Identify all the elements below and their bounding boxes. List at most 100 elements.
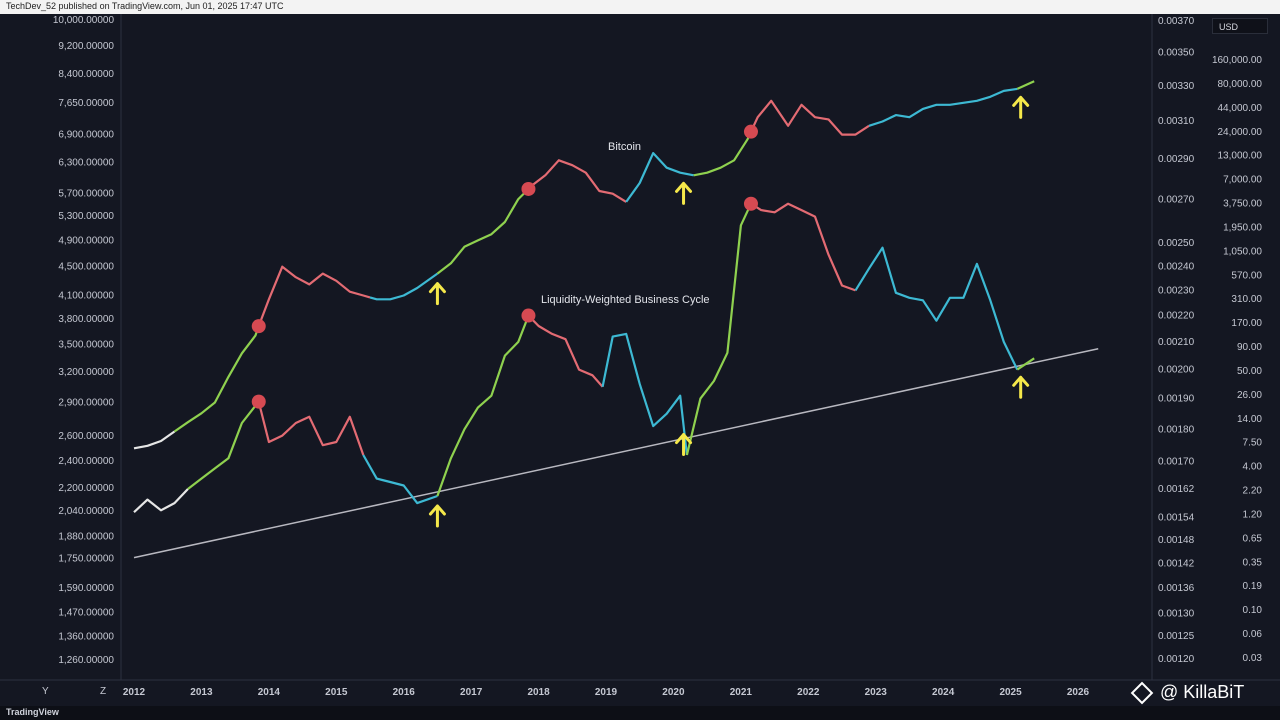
currency-selector[interactable]: USD [1212, 18, 1268, 34]
right-axis-tick: 0.00330 [1158, 81, 1195, 92]
far-right-axis-tick: 26.00 [1237, 390, 1262, 401]
x-axis-tick: 2023 [865, 687, 888, 698]
far-right-axis-tick: 1,950.00 [1223, 222, 1262, 233]
far-right-axis-tick: 0.06 [1243, 629, 1263, 640]
peak-marker [251, 394, 266, 409]
left-axis-tick: 1,880.00000 [58, 531, 114, 542]
publisher-bar: TechDev_52 published on TradingView.com,… [0, 0, 1280, 14]
left-axis-tick: 1,360.00000 [58, 631, 114, 642]
left-axis-tick: 4,100.00000 [58, 290, 114, 301]
right-axis-tick: 0.00130 [1158, 609, 1195, 620]
series-0-segment-pre [133, 430, 176, 450]
far-right-axis-tick: 4.00 [1243, 462, 1263, 473]
left-axis-ticks: 10,000.00000 9,200.00000 8,400.00000 7,650.… [53, 15, 115, 666]
left-axis-tick: 2,200.00000 [58, 483, 114, 494]
right-axis-tick: 0.00190 [1158, 394, 1195, 405]
left-axis-tick: 7,650.00000 [58, 98, 114, 109]
far-right-axis-tick: 13,000.00 [1218, 151, 1263, 162]
far-right-axis-tick: 3,750.00 [1223, 199, 1262, 210]
series-1-segment-up [436, 315, 530, 497]
far-right-axis-tick: 0.10 [1243, 605, 1263, 616]
x-axis-tick: 2024 [932, 687, 955, 698]
right-axis-tick: 0.00125 [1158, 631, 1195, 642]
far-right-axis-tick: 1.20 [1243, 509, 1263, 520]
series-0-segment-down [527, 159, 627, 203]
x-axis-tick: 2018 [527, 687, 550, 698]
x-axis-tick: 2012 [123, 687, 146, 698]
series-0-segment-neutral [625, 152, 694, 203]
chart-area[interactable]: 10,000.00000 9,200.00000 8,400.00000 7,650.… [0, 14, 1280, 706]
buy-arrow-icon [1012, 95, 1030, 119]
far-right-axis-tick: 0.35 [1243, 557, 1263, 568]
support-trendline [133, 347, 1099, 559]
x-axis-tick: 2013 [190, 687, 213, 698]
peak-marker [743, 124, 758, 139]
far-right-axis-tick: 24,000.00 [1218, 127, 1263, 138]
far-right-axis-tick: 44,000.00 [1218, 103, 1263, 114]
right-axis-tick: 0.00220 [1158, 311, 1195, 322]
z-axis-toggle[interactable]: Z [100, 686, 106, 697]
series-0-segment-up [173, 325, 260, 433]
y-axis-toggle[interactable]: Y [42, 686, 49, 697]
right-axis-tick: 0.00270 [1158, 195, 1195, 206]
left-axis-tick: 5,300.00000 [58, 211, 114, 222]
far-right-axis-tick: 0.19 [1243, 581, 1263, 592]
buy-arrow-icon [428, 282, 446, 306]
buy-arrow-icon [428, 504, 446, 528]
right-axis-ticks: 0.00370 0.00350 0.00330 0.00310 0.00290 0.002… [1158, 16, 1195, 665]
series-1-segment-down [527, 314, 604, 388]
left-axis-tick: 9,200.00000 [58, 41, 114, 52]
left-axis-tick: 8,400.00000 [58, 69, 114, 80]
right-axis-tick: 0.00230 [1158, 285, 1195, 296]
series-1-segment-down [750, 202, 856, 292]
far-right-axis-tick: 1,050.00 [1223, 246, 1262, 257]
left-axis-tick: 2,900.00000 [58, 397, 114, 408]
series-1-segment-up [1016, 357, 1035, 371]
left-axis-tick: 3,500.00000 [58, 339, 114, 350]
far-right-axis-tick: 14.00 [1237, 414, 1262, 425]
publisher-text: TechDev_52 published on TradingView.com,… [6, 1, 284, 11]
x-axis-tick: 2025 [999, 687, 1022, 698]
footer-bar: TradingView [0, 706, 1280, 720]
far-right-axis-tick: 570.00 [1231, 270, 1262, 281]
left-axis-tick: 2,600.00000 [58, 431, 114, 442]
left-axis-tick: 2,400.00000 [58, 456, 114, 467]
far-right-axis-tick: 160,000.00 [1212, 55, 1262, 66]
x-axis-ticks: 2012 2013 2014 2015 2016 2017 2018 2019 2020 2021… [123, 687, 1090, 698]
left-axis-tick: 10,000.00000 [53, 15, 115, 26]
x-axis-tick: 2015 [325, 687, 348, 698]
far-right-axis-tick: 50.00 [1237, 366, 1262, 377]
left-axis-tick: 6,300.00000 [58, 158, 114, 169]
x-axis-tick: 2017 [460, 687, 483, 698]
series-0-segment-up [436, 188, 530, 275]
left-axis-tick: 5,700.00000 [58, 189, 114, 200]
series-1-segment-up [187, 400, 260, 490]
series-1-segment-neutral [601, 332, 688, 456]
far-right-axis-tick: 0.65 [1243, 533, 1263, 544]
left-axis-tick: 3,200.00000 [58, 367, 114, 378]
series-0-segment-down [257, 265, 371, 327]
marker-group [251, 95, 1030, 528]
watermark: @ KillaBiT [1130, 681, 1245, 705]
right-axis-tick: 0.00120 [1158, 654, 1195, 665]
series-1-segment-neutral [362, 454, 438, 505]
buy-arrow-icon [675, 181, 693, 205]
series-0-segment-neutral [868, 87, 1018, 127]
buy-arrow-icon [1012, 375, 1030, 399]
series-0-segment-up [1016, 80, 1035, 90]
left-axis-tick: 3,800.00000 [58, 314, 114, 325]
left-axis-tick: 1,470.00000 [58, 607, 114, 618]
left-axis-tick: 4,900.00000 [58, 235, 114, 246]
right-axis-tick: 0.00136 [1158, 583, 1195, 594]
buy-arrow-icon [675, 433, 693, 457]
x-axis-tick: 2026 [1067, 687, 1090, 698]
series-1-segment-down [257, 401, 365, 456]
left-axis-tick: 4,500.00000 [58, 262, 114, 273]
far-right-axis-ticks: 160,000.00 80,000.00 44,000.00 24,000.00 13,… [1212, 55, 1262, 664]
right-axis-tick: 0.00250 [1158, 238, 1195, 249]
watermark-text: @ KillaBiT [1160, 682, 1245, 702]
peak-marker [743, 196, 758, 211]
binance-square-icon [1130, 681, 1154, 705]
peak-marker [521, 308, 536, 323]
series-0-segment-down [750, 99, 870, 136]
